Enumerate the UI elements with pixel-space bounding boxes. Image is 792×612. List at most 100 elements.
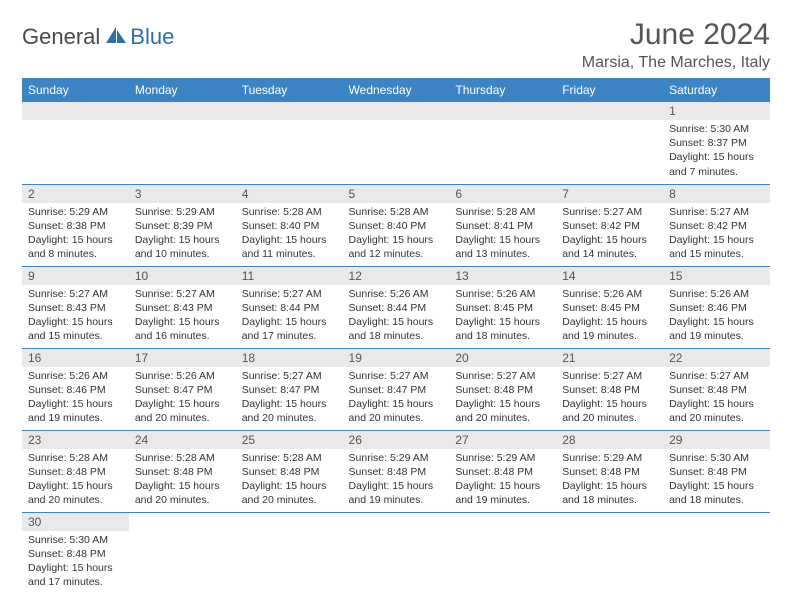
day-details: Sunrise: 5:27 AMSunset: 8:43 PMDaylight:… (22, 285, 129, 348)
sunrise-line: Sunrise: 5:29 AM (455, 451, 550, 465)
sunrise-line: Sunrise: 5:30 AM (669, 122, 764, 136)
empty-day-bar (22, 102, 129, 120)
day-details: Sunrise: 5:29 AMSunset: 8:48 PMDaylight:… (343, 449, 450, 512)
sunrise-line: Sunrise: 5:27 AM (669, 205, 764, 219)
empty-day-bar (129, 102, 236, 120)
logo: General Blue (22, 24, 174, 50)
sunset-line: Sunset: 8:48 PM (28, 547, 123, 561)
daylight-line: Daylight: 15 hours and 19 minutes. (28, 397, 123, 425)
empty-cell (556, 102, 663, 184)
day-cell: 2Sunrise: 5:29 AMSunset: 8:38 PMDaylight… (22, 184, 129, 266)
daylight-line: Daylight: 15 hours and 10 minutes. (135, 233, 230, 261)
weekday-header: Thursday (449, 78, 556, 102)
sunrise-line: Sunrise: 5:26 AM (669, 287, 764, 301)
day-details: Sunrise: 5:28 AMSunset: 8:40 PMDaylight:… (236, 203, 343, 266)
sunrise-line: Sunrise: 5:29 AM (28, 205, 123, 219)
daylight-line: Daylight: 15 hours and 20 minutes. (669, 397, 764, 425)
weekday-header: Wednesday (343, 78, 450, 102)
empty-cell (449, 102, 556, 184)
day-cell: 28Sunrise: 5:29 AMSunset: 8:48 PMDayligh… (556, 430, 663, 512)
day-number: 16 (22, 349, 129, 367)
empty-cell (663, 512, 770, 594)
day-number: 23 (22, 431, 129, 449)
sunrise-line: Sunrise: 5:30 AM (28, 533, 123, 547)
day-details: Sunrise: 5:27 AMSunset: 8:42 PMDaylight:… (663, 203, 770, 266)
day-number: 5 (343, 185, 450, 203)
sunrise-line: Sunrise: 5:27 AM (242, 287, 337, 301)
day-number: 2 (22, 185, 129, 203)
day-cell: 20Sunrise: 5:27 AMSunset: 8:48 PMDayligh… (449, 348, 556, 430)
day-cell: 27Sunrise: 5:29 AMSunset: 8:48 PMDayligh… (449, 430, 556, 512)
day-cell: 22Sunrise: 5:27 AMSunset: 8:48 PMDayligh… (663, 348, 770, 430)
daylight-line: Daylight: 15 hours and 19 minutes. (349, 479, 444, 507)
location: Marsia, The Marches, Italy (582, 54, 770, 72)
day-number: 11 (236, 267, 343, 285)
daylight-line: Daylight: 15 hours and 20 minutes. (242, 479, 337, 507)
sunrise-line: Sunrise: 5:26 AM (28, 369, 123, 383)
daylight-line: Daylight: 15 hours and 14 minutes. (562, 233, 657, 261)
day-cell: 12Sunrise: 5:26 AMSunset: 8:44 PMDayligh… (343, 266, 450, 348)
day-cell: 5Sunrise: 5:28 AMSunset: 8:40 PMDaylight… (343, 184, 450, 266)
empty-cell (343, 512, 450, 594)
sunrise-line: Sunrise: 5:27 AM (349, 369, 444, 383)
empty-cell (129, 102, 236, 184)
day-details: Sunrise: 5:27 AMSunset: 8:48 PMDaylight:… (449, 367, 556, 430)
day-details: Sunrise: 5:29 AMSunset: 8:39 PMDaylight:… (129, 203, 236, 266)
day-number: 29 (663, 431, 770, 449)
month-title: June 2024 (582, 18, 770, 52)
daylight-line: Daylight: 15 hours and 20 minutes. (242, 397, 337, 425)
weekday-header: Monday (129, 78, 236, 102)
empty-cell (449, 512, 556, 594)
day-details: Sunrise: 5:28 AMSunset: 8:41 PMDaylight:… (449, 203, 556, 266)
sunrise-line: Sunrise: 5:27 AM (562, 205, 657, 219)
logo-text-2: Blue (130, 24, 174, 50)
daylight-line: Daylight: 15 hours and 18 minutes. (349, 315, 444, 343)
daylight-line: Daylight: 15 hours and 20 minutes. (28, 479, 123, 507)
daylight-line: Daylight: 15 hours and 19 minutes. (669, 315, 764, 343)
calendar-body: 1Sunrise: 5:30 AMSunset: 8:37 PMDaylight… (22, 102, 770, 594)
sunset-line: Sunset: 8:48 PM (669, 383, 764, 397)
calendar-table: SundayMondayTuesdayWednesdayThursdayFrid… (22, 78, 770, 594)
daylight-line: Daylight: 15 hours and 19 minutes. (562, 315, 657, 343)
sunset-line: Sunset: 8:48 PM (242, 465, 337, 479)
daylight-line: Daylight: 15 hours and 16 minutes. (135, 315, 230, 343)
empty-cell (22, 102, 129, 184)
weekday-header: Saturday (663, 78, 770, 102)
day-cell: 3Sunrise: 5:29 AMSunset: 8:39 PMDaylight… (129, 184, 236, 266)
day-number: 14 (556, 267, 663, 285)
sunrise-line: Sunrise: 5:30 AM (669, 451, 764, 465)
day-cell: 19Sunrise: 5:27 AMSunset: 8:47 PMDayligh… (343, 348, 450, 430)
day-details: Sunrise: 5:27 AMSunset: 8:43 PMDaylight:… (129, 285, 236, 348)
sunset-line: Sunset: 8:48 PM (349, 465, 444, 479)
sunrise-line: Sunrise: 5:27 AM (562, 369, 657, 383)
day-details: Sunrise: 5:26 AMSunset: 8:45 PMDaylight:… (556, 285, 663, 348)
sunset-line: Sunset: 8:47 PM (349, 383, 444, 397)
day-cell: 4Sunrise: 5:28 AMSunset: 8:40 PMDaylight… (236, 184, 343, 266)
sunrise-line: Sunrise: 5:28 AM (349, 205, 444, 219)
day-number: 10 (129, 267, 236, 285)
daylight-line: Daylight: 15 hours and 17 minutes. (242, 315, 337, 343)
day-number: 18 (236, 349, 343, 367)
sunset-line: Sunset: 8:48 PM (135, 465, 230, 479)
empty-day-bar (556, 102, 663, 120)
weekday-header: Tuesday (236, 78, 343, 102)
sunset-line: Sunset: 8:48 PM (455, 383, 550, 397)
sunset-line: Sunset: 8:37 PM (669, 136, 764, 150)
title-block: June 2024 Marsia, The Marches, Italy (582, 18, 770, 72)
day-details: Sunrise: 5:26 AMSunset: 8:47 PMDaylight:… (129, 367, 236, 430)
calendar-row: 2Sunrise: 5:29 AMSunset: 8:38 PMDaylight… (22, 184, 770, 266)
day-number: 4 (236, 185, 343, 203)
sunrise-line: Sunrise: 5:26 AM (135, 369, 230, 383)
empty-cell (236, 512, 343, 594)
sunset-line: Sunset: 8:48 PM (669, 465, 764, 479)
sunrise-line: Sunrise: 5:27 AM (28, 287, 123, 301)
sunrise-line: Sunrise: 5:29 AM (135, 205, 230, 219)
daylight-line: Daylight: 15 hours and 20 minutes. (562, 397, 657, 425)
day-number: 15 (663, 267, 770, 285)
day-cell: 25Sunrise: 5:28 AMSunset: 8:48 PMDayligh… (236, 430, 343, 512)
day-number: 20 (449, 349, 556, 367)
sunset-line: Sunset: 8:47 PM (242, 383, 337, 397)
day-cell: 30Sunrise: 5:30 AMSunset: 8:48 PMDayligh… (22, 512, 129, 594)
day-details: Sunrise: 5:28 AMSunset: 8:40 PMDaylight:… (343, 203, 450, 266)
daylight-line: Daylight: 15 hours and 11 minutes. (242, 233, 337, 261)
